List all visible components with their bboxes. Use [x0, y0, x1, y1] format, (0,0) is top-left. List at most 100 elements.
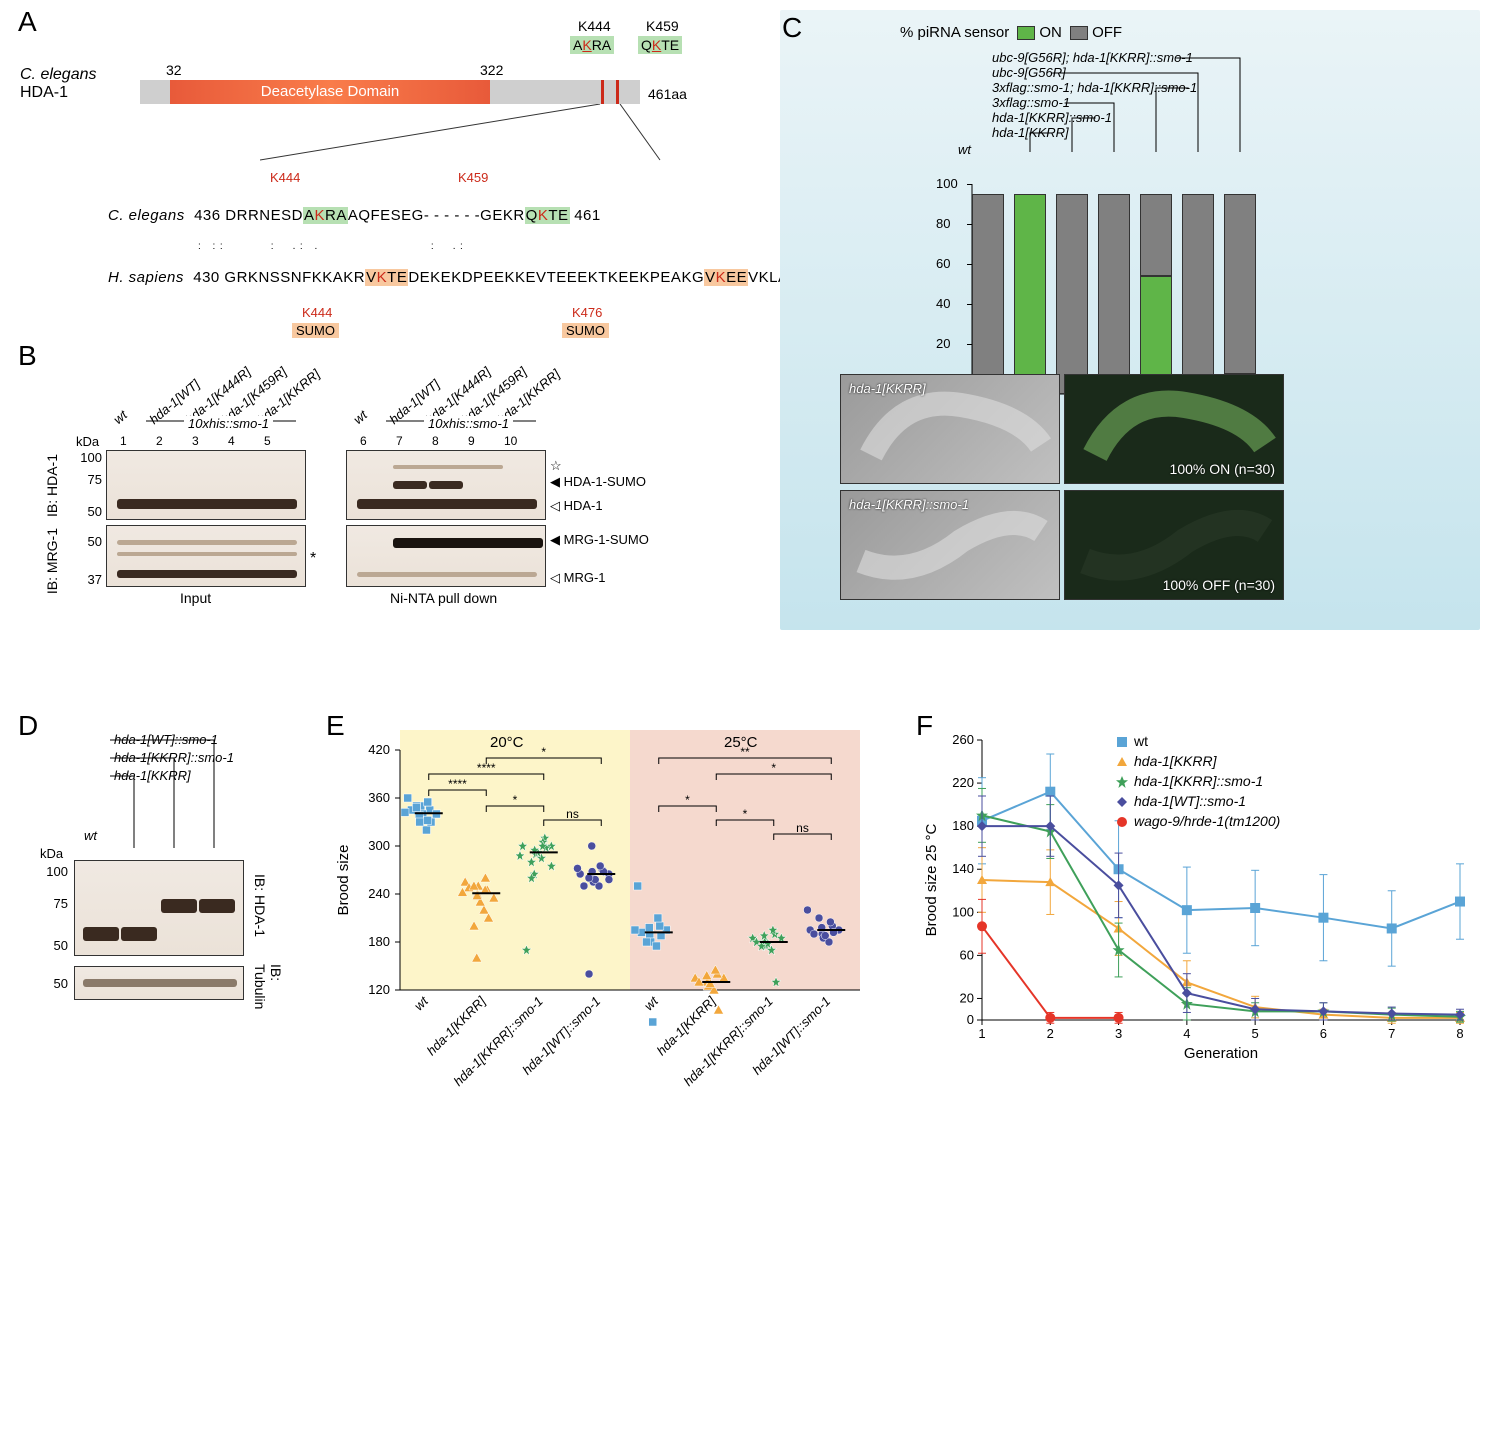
micrograph-2-gfp: 100% OFF (n=30) [1064, 490, 1284, 600]
linechart-f: 0 20 60 100 140 180 220 260 1 2 3 4 5 6 7 8 Brood size 2… [920, 720, 1480, 1080]
svg-text:3: 3 [1115, 1026, 1122, 1041]
deacetylase-domain: Deacetylase Domain [170, 80, 490, 104]
mw-100: 100 [72, 450, 102, 465]
motif-akra: AKRA [570, 36, 614, 54]
off-swatch [1070, 26, 1088, 40]
star-icon: ☆ [550, 458, 562, 474]
on-swatch [1017, 26, 1035, 40]
svg-text:120: 120 [368, 982, 390, 997]
svg-text:260: 260 [952, 732, 974, 747]
hda-schematic: Deacetylase Domain K444 K459 AKRA QKTE 4… [140, 70, 640, 110]
svg-text:300: 300 [368, 838, 390, 853]
arrow-mrg-sumo: ◀ MRG-1-SUMO [550, 532, 649, 548]
svg-text:6: 6 [1320, 1026, 1327, 1041]
his-tag-left: 10xhis::smo-1 [150, 416, 239, 431]
pos-32: 32 [166, 62, 182, 78]
svg-text:2: 2 [1047, 1026, 1054, 1041]
d-blot-hda [74, 860, 244, 956]
pos-322: 322 [480, 62, 503, 78]
his-tag-right: 10xhis::smo-1 [390, 416, 479, 431]
svg-text:140: 140 [952, 861, 974, 876]
svg-text:20: 20 [960, 990, 974, 1005]
svg-text:*: * [513, 793, 518, 807]
svg-text:wt: wt [411, 993, 432, 1014]
d-blot-tubulin [74, 966, 244, 1000]
svg-text:420: 420 [368, 742, 390, 757]
motif-qkte: QKTE [638, 36, 682, 54]
arrow-hda: ◁ HDA-1 [550, 498, 603, 514]
panel-d: wt hda-1[KKRR]hda-1[KKRR]::smo-1hda-1[WT… [20, 720, 300, 1020]
ib-hda: IB: HDA-1 [44, 454, 60, 517]
pulldown-label: Ni-NTA pull down [390, 590, 497, 606]
aa-length: 461aa [648, 86, 687, 102]
d-ib-tub: IB: Tubulin [252, 964, 284, 1020]
svg-text:180: 180 [368, 934, 390, 949]
svg-text:**: ** [740, 745, 750, 759]
mw-75: 75 [72, 472, 102, 487]
scatter-e: 120180240300360420Brood sizewthda-1[KKRR… [330, 720, 890, 1090]
svg-text:wago-9/hrde-1(tm1200): wago-9/hrde-1(tm1200) [1134, 813, 1280, 829]
d-mw-75: 75 [38, 896, 68, 911]
micrograph-1-gfp: 100% ON (n=30) [1064, 374, 1284, 484]
svg-text:ns: ns [796, 821, 809, 835]
d-mw-tub: 50 [38, 976, 68, 991]
svg-text:4: 4 [1183, 1026, 1190, 1041]
svg-text:*: * [685, 793, 690, 807]
svg-text:wt: wt [1133, 733, 1148, 749]
arrow-hda-sumo: ◀ HDA-1-SUMO [550, 474, 646, 490]
barchart-c: 20406080100 [972, 184, 1292, 394]
kda-label: kDa [76, 434, 99, 449]
mw-50a: 50 [72, 504, 102, 519]
ib-mrg: IB: MRG-1 [44, 528, 60, 594]
sequence-alignment: K444 K459 C. elegans 436 DRRNESDAKRAAQFE… [80, 170, 720, 347]
svg-text:*: * [541, 745, 546, 759]
species-1: C. elegans HDA-1 [20, 66, 97, 102]
svg-text:180: 180 [952, 818, 974, 833]
svg-text:*: * [771, 761, 776, 775]
micrograph-1-bf: hda-1[KKRR] [840, 374, 1060, 484]
svg-text:hda-1[WT]::smo-1: hda-1[WT]::smo-1 [1134, 793, 1246, 809]
blot-hda-input [106, 450, 306, 520]
panel-e: 20°C 25°C 120180240300360420Brood sizewt… [330, 720, 890, 1080]
svg-text:100: 100 [952, 904, 974, 919]
svg-text:wt: wt [641, 993, 662, 1014]
svg-text:Brood size: Brood size [335, 845, 352, 916]
svg-text:7: 7 [1388, 1026, 1395, 1041]
k459-label: K459 [646, 18, 679, 34]
panel-a: C. elegans HDA-1 Deacetylase Domain K444… [20, 10, 720, 310]
svg-text:*: * [743, 807, 748, 821]
arrow-mrg: ◁ MRG-1 [550, 570, 606, 586]
d-mw-100: 100 [38, 864, 68, 879]
panel-c: C % piRNA sensor ON OFF wthda-1[KKRR]hda… [780, 10, 1480, 630]
svg-text:5: 5 [1252, 1026, 1259, 1041]
panel-b: wt hda-1[WT] hda-1[K444R] hda-1[K459R] h… [20, 350, 740, 630]
mw-50b: 50 [72, 534, 102, 549]
svg-text:60: 60 [960, 947, 974, 962]
input-label: Input [180, 590, 211, 606]
svg-text:hda-1[KKRR]::smo-1: hda-1[KKRR]::smo-1 [1134, 773, 1263, 789]
svg-text:360: 360 [368, 790, 390, 805]
blot-mrg-input [106, 525, 306, 587]
asterisk: * [310, 550, 316, 568]
legend-c: % piRNA sensor ON OFF [900, 24, 1122, 41]
panel-f: 0 20 60 100 140 180 220 260 1 2 3 4 5 6 7 8 Brood size 2… [920, 720, 1480, 1080]
svg-text:****: **** [448, 777, 467, 791]
d-ib-hda: IB: HDA-1 [252, 874, 268, 937]
svg-text:220: 220 [952, 775, 974, 790]
svg-text:240: 240 [368, 886, 390, 901]
svg-text:1: 1 [978, 1026, 985, 1041]
d-kda: kDa [40, 846, 63, 861]
d-mw-50: 50 [38, 938, 68, 953]
svg-text:ns: ns [566, 807, 579, 821]
svg-text:Generation: Generation [1184, 1045, 1258, 1062]
lane-wt: wt [110, 407, 130, 427]
micrograph-2-bf: hda-1[KKRR]::smo-1 [840, 490, 1060, 600]
blot-hda-pulldown [346, 450, 546, 520]
svg-text:8: 8 [1456, 1026, 1463, 1041]
k444-label: K444 [578, 18, 611, 34]
svg-text:hda-1[KKRR]: hda-1[KKRR] [1134, 753, 1218, 769]
mw-37: 37 [72, 572, 102, 587]
blot-mrg-pulldown [346, 525, 546, 587]
svg-text:Brood size 25 °C: Brood size 25 °C [923, 823, 940, 936]
svg-text:0: 0 [967, 1012, 974, 1027]
